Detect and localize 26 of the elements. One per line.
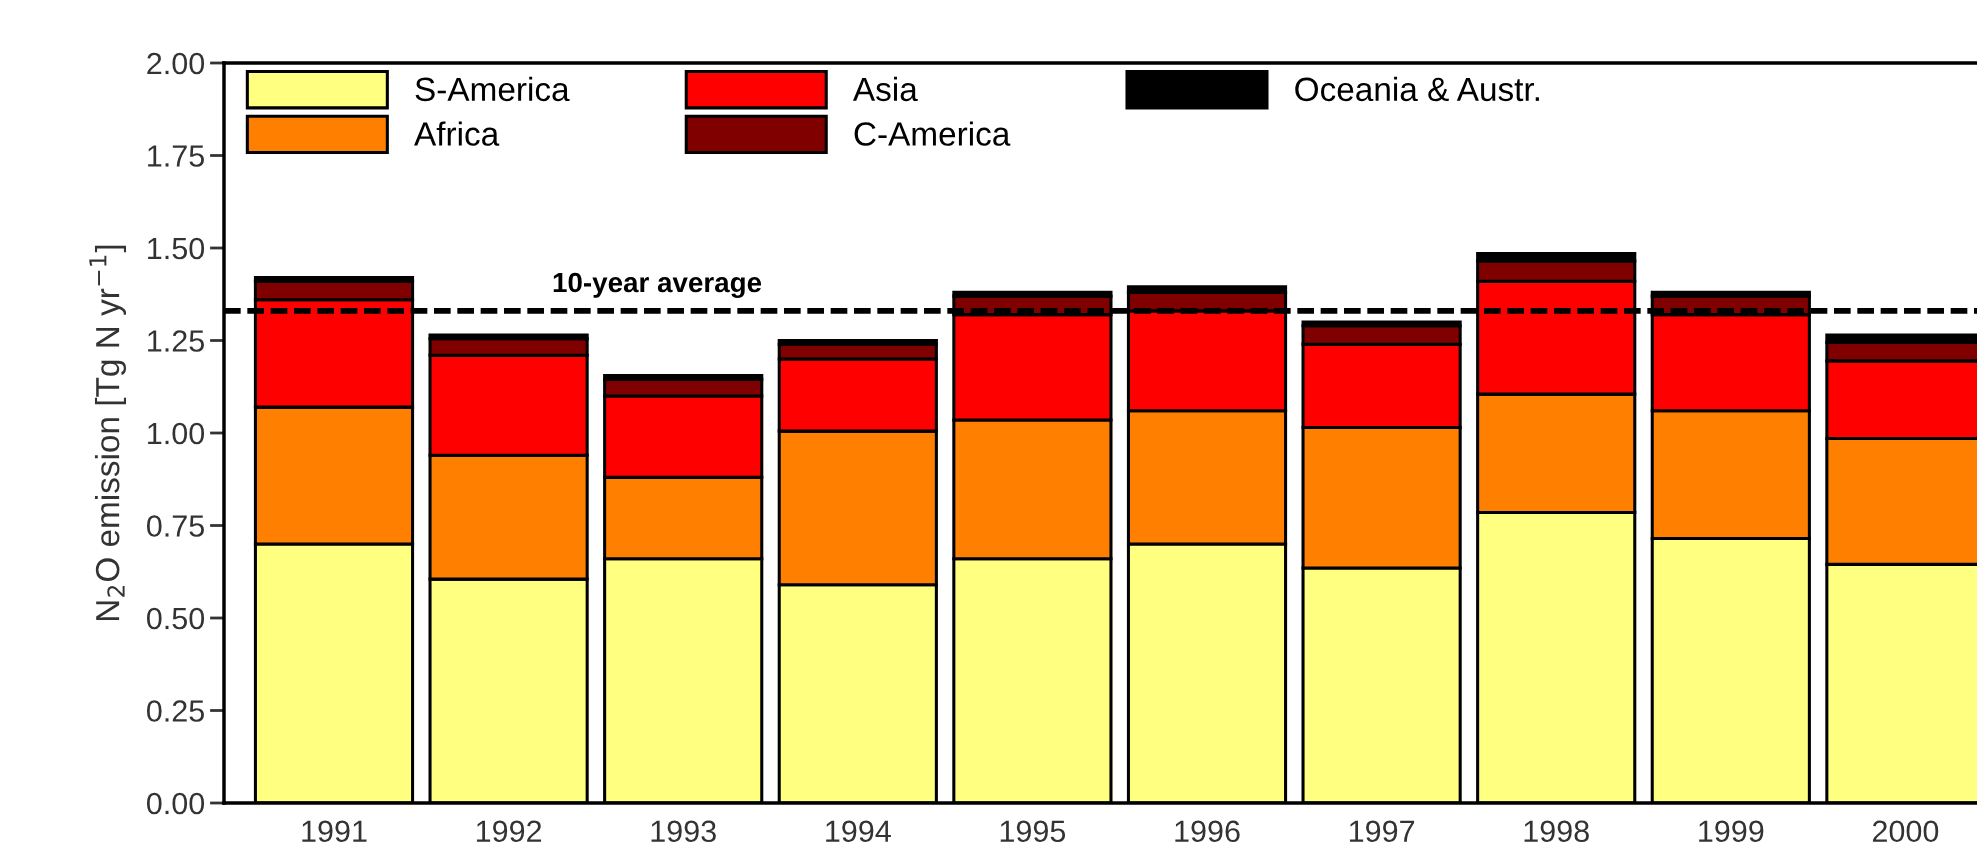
x-tick-label: 1992 (476, 820, 542, 843)
y-tick-label: 0.00 (146, 792, 205, 815)
legend-label: Asia (852, 76, 918, 102)
legend-label: S-America (415, 76, 570, 102)
y-tick-label: 0.50 (146, 607, 205, 630)
x-tick-label: 1996 (1175, 820, 1240, 843)
y-tick-label: 0.25 (146, 700, 204, 722)
legend-label: Oceania & Austr. (1295, 76, 1539, 102)
x-tick-label: 1991 (302, 820, 367, 843)
x-tick-label: 1994 (826, 820, 891, 843)
legend-label: Africa (414, 121, 500, 146)
x-tick-label: 1998 (1524, 820, 1589, 843)
ref-line-label: 10-year average (553, 272, 762, 298)
y-tick-label: 1.50 (148, 237, 205, 260)
x-tick-label: 2000 (1872, 820, 1939, 843)
legend-label: C-America (854, 121, 1011, 146)
y-tick-label: 0.75 (146, 515, 204, 537)
x-tick-label: 1997 (1349, 820, 1415, 843)
x-tick-label: 1995 (1000, 820, 1066, 843)
y-tick-label: 1.25 (148, 330, 204, 352)
x-tick-label: 1999 (1699, 820, 1764, 843)
y-axis-title: N$_{2}$O emission [Tg N yr$^{−1}$] (89, 245, 127, 621)
y-tick-label: 1.00 (148, 422, 205, 445)
y-tick-label: 1.75 (148, 145, 204, 167)
y-tick-label: 2.00 (147, 52, 205, 75)
x-tick-label: 1993 (651, 820, 716, 843)
